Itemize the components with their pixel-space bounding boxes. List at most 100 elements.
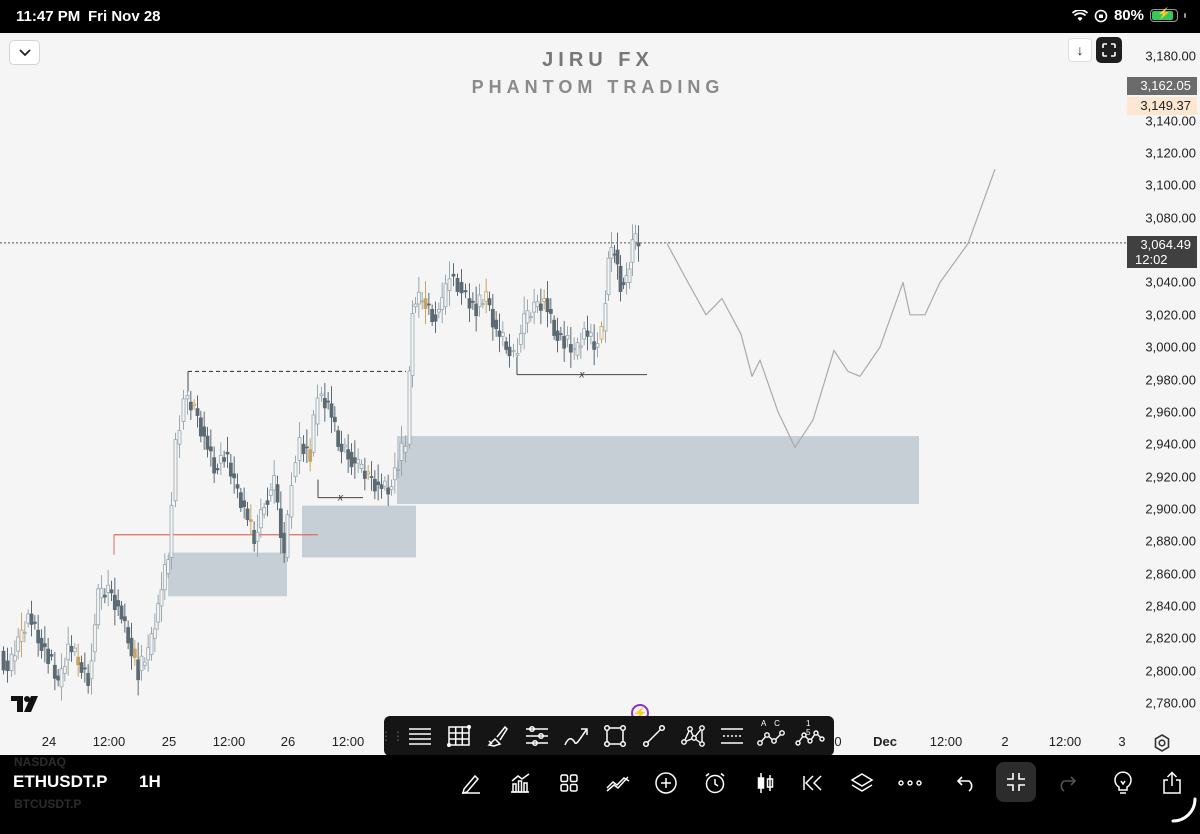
- interval-selector[interactable]: 1H: [139, 772, 161, 791]
- candle-body: [136, 659, 141, 681]
- ideas-button[interactable]: [1106, 767, 1140, 799]
- trendline-tool[interactable]: [634, 716, 673, 756]
- chart-canvas[interactable]: xx: [0, 33, 1200, 755]
- layers-icon: [850, 773, 874, 792]
- undo-button[interactable]: [950, 767, 984, 799]
- candle-body: [423, 298, 428, 309]
- candle-body: [392, 467, 397, 481]
- candle-body: [262, 507, 267, 515]
- candle-body: [129, 637, 134, 657]
- price-tick-label: 3,140.00: [1145, 113, 1196, 129]
- indicators-button[interactable]: [503, 767, 537, 799]
- drawing-tools-button[interactable]: [454, 767, 488, 799]
- pattern-tool[interactable]: [673, 716, 712, 756]
- alert-button[interactable]: [698, 767, 732, 799]
- price-tick-label: 3,100.00: [1145, 177, 1196, 193]
- candle-body: [59, 668, 64, 688]
- price-tick-label: 2,780.00: [1145, 695, 1196, 711]
- candle-body: [177, 430, 182, 445]
- candle-body: [426, 303, 431, 306]
- status-time: 11:47 PM: [16, 8, 81, 25]
- scroll-to-latest-button[interactable]: ↓: [1068, 38, 1092, 62]
- candle-body: [69, 645, 74, 653]
- candle-body: [511, 350, 516, 353]
- candle-body: [366, 471, 371, 475]
- candle-body: [352, 457, 357, 464]
- price-tick-label: 2,980.00: [1145, 372, 1196, 387]
- drag-handle[interactable]: ⋮⋮: [380, 729, 404, 743]
- abcd-pattern-tool[interactable]: A C: [751, 716, 790, 756]
- chevron-down-icon: [18, 48, 31, 56]
- candles-icon: [757, 773, 774, 793]
- symbol-selector[interactable]: ETHUSDT.P: [13, 772, 108, 791]
- object-tree-button[interactable]: [845, 767, 879, 799]
- add-button[interactable]: [649, 767, 683, 799]
- candle-body: [52, 664, 57, 679]
- candle-body: [592, 341, 597, 350]
- collapse-button[interactable]: [9, 40, 40, 65]
- candle-body: [142, 661, 147, 666]
- candle-body: [386, 487, 391, 495]
- candle-body: [497, 330, 502, 337]
- brush-tool[interactable]: [478, 716, 517, 756]
- replay-button[interactable]: [796, 767, 830, 799]
- candle-body: [285, 514, 290, 558]
- chart-type-button[interactable]: [749, 767, 783, 799]
- candle-body: [538, 303, 543, 311]
- candle-body: [162, 564, 167, 591]
- candle-body: [5, 660, 10, 672]
- candle-body: [192, 403, 197, 406]
- candle-body: [275, 484, 280, 503]
- candle-body: [308, 449, 313, 462]
- candle-body: [29, 613, 34, 625]
- candle-body: [26, 613, 31, 624]
- battery-icon: ⚡: [1150, 8, 1178, 22]
- candle-body: [245, 508, 250, 521]
- candle-body: [443, 283, 448, 308]
- candle-body: [255, 531, 260, 542]
- candle-body: [558, 333, 563, 336]
- share-icon: [1163, 771, 1181, 794]
- price-tick-label: 2,840.00: [1145, 598, 1196, 614]
- candle-body: [379, 484, 384, 489]
- elliott-wave-tool[interactable]: 1 5: [790, 716, 829, 756]
- candle-body: [627, 268, 632, 283]
- grid-icon: [560, 774, 578, 792]
- candle-body: [535, 301, 540, 308]
- candle-body: [403, 446, 408, 453]
- brush-icon: [486, 725, 508, 747]
- redo-icon: [1060, 776, 1076, 792]
- parallel-channel-tool[interactable]: [517, 716, 556, 756]
- candle-body: [166, 559, 171, 575]
- share-button[interactable]: [1155, 767, 1189, 799]
- more-button[interactable]: [893, 767, 927, 799]
- candle-body: [440, 297, 445, 310]
- auto-scale-button[interactable]: [1096, 37, 1122, 63]
- candle-body: [572, 348, 577, 351]
- candle-body: [222, 457, 227, 462]
- layouts-button[interactable]: [552, 767, 586, 799]
- candle-body: [430, 309, 435, 322]
- rectangle-tool[interactable]: [595, 716, 634, 756]
- candle-body: [293, 462, 298, 477]
- candle-body: [185, 394, 190, 400]
- candle-body: [356, 459, 361, 464]
- candle-body: [603, 303, 608, 332]
- freehand-tool[interactable]: [556, 716, 595, 756]
- time-tick-label: 3: [1118, 734, 1126, 749]
- fib-grid-tool[interactable]: [439, 716, 478, 756]
- ranges-tool[interactable]: [712, 716, 751, 756]
- settings-icon[interactable]: [1152, 733, 1172, 753]
- candle-body: [258, 509, 263, 529]
- exit-fullscreen-button[interactable]: [996, 762, 1036, 802]
- candle-body: [102, 594, 107, 598]
- compare-button[interactable]: [601, 767, 635, 799]
- candle-body: [106, 584, 111, 593]
- status-bar: 11:47 PM Fri Nov 28 80% ⚡: [0, 0, 1200, 33]
- horizontal-lines-tool[interactable]: [400, 716, 439, 756]
- candle-body: [326, 400, 331, 403]
- candle-body: [19, 629, 24, 642]
- candle-body: [459, 282, 464, 294]
- redo-button[interactable]: [1049, 767, 1083, 799]
